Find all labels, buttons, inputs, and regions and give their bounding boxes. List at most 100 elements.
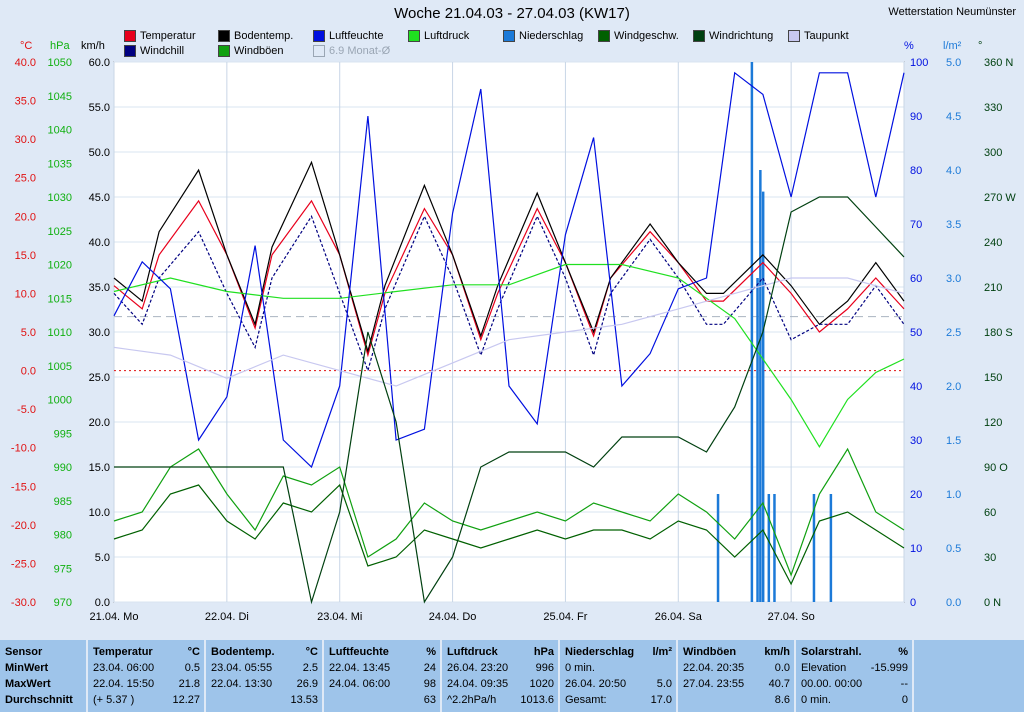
legend-monthly-average: 6.9 Monat-Ø (313, 45, 390, 57)
summary-col-solarstrahl: Solarstrahl.% Elevation -15.999 00.00. 00… (796, 640, 914, 712)
x-tick-label: 21.04. Mo (90, 611, 139, 623)
tick-label: -5.0 (17, 404, 36, 416)
tick-label: 0.0 (21, 366, 36, 378)
unit-press: hPa (50, 40, 70, 52)
summary-col-bodentemp: Bodentemp. °C 23.04. 05:55 2.5 22.04. 13:3… (206, 640, 324, 712)
tick-label: 40 (910, 381, 922, 393)
tick-label: 985 (54, 496, 72, 508)
tick-label: 1.0 (946, 489, 961, 501)
tick-label: 50 (910, 327, 922, 339)
tick-label: -10.0 (11, 443, 36, 455)
tick-label: 40.0 (89, 237, 110, 249)
tick-label: 270 W (984, 192, 1016, 204)
tick-label: 970 (54, 597, 72, 609)
legend-swatch (313, 45, 325, 57)
legend-swatch (218, 45, 230, 57)
series-line-windb-en (113, 447, 905, 577)
precipitation-bar (756, 278, 759, 602)
tick-label: 180 S (984, 327, 1013, 339)
series-line-windchill (113, 214, 905, 373)
tick-label: 30 (910, 435, 922, 447)
tick-label: 25.0 (89, 372, 110, 384)
summary-col-windboeen: Windböen km/h 22.04. 20:35 0.0 27.04. 23:5… (678, 640, 796, 712)
tick-label: 300 (984, 147, 1002, 159)
legend-windgeschw: Windgeschw. (598, 30, 679, 42)
summary-col-niederschlag: Niederschlag l/m² 0 min. 26.04. 20:50 5.0 … (560, 640, 678, 712)
tick-label: 60 (984, 507, 996, 519)
tick-label: 330 (984, 102, 1002, 114)
tick-label: 80 (910, 165, 922, 177)
tick-label: 3.5 (946, 219, 961, 231)
precipitation-bar (829, 494, 833, 602)
tick-label: 975 (54, 563, 72, 575)
x-tick-label: 27.04. So (768, 611, 815, 623)
legend-swatch (218, 30, 230, 42)
tick-label: 3.0 (946, 273, 961, 285)
unit-rain: l/m² (943, 40, 962, 52)
tick-label: 120 (984, 417, 1002, 429)
summary-col-luftdruck: Luftdruck hPa 26.04. 23:20 996 24.04. 09:3… (442, 640, 560, 712)
series-line-luftdruck (113, 263, 905, 448)
tick-label: 55.0 (89, 102, 110, 114)
tick-label: 60.0 (89, 57, 110, 69)
tick-label: -20.0 (11, 520, 36, 532)
tick-label: 25.0 (15, 173, 36, 185)
tick-label: 40.0 (15, 57, 36, 69)
tick-label: 360 N (984, 57, 1013, 69)
tick-label: 0 N (984, 597, 1001, 609)
tick-label: 15.0 (15, 250, 36, 262)
summary-col-temperatur: Temperatur °C 23.04. 06:00 0.5 22.04. 15:5… (88, 640, 206, 712)
legend-bodentemp: Bodentemp. (218, 30, 293, 42)
station-name: Wetterstation Neumünster (888, 6, 1016, 18)
legend-swatch (788, 30, 800, 42)
tick-label: 1010 (48, 327, 72, 339)
tick-label: 1025 (48, 226, 72, 238)
tick-label: 20.0 (15, 211, 36, 223)
legend-temperatur: Temperatur (124, 30, 196, 42)
summary-table: Sensor MinWert MaxWert Durchschnitt Temp… (0, 640, 1024, 712)
tick-label: 1015 (48, 293, 72, 305)
tick-label: 20.0 (89, 417, 110, 429)
tick-label: 10.0 (15, 288, 36, 300)
tick-label: 2.0 (946, 381, 961, 393)
tick-label: 70 (910, 219, 922, 231)
tick-label: 30.0 (15, 134, 36, 146)
summary-labels: Sensor MinWert MaxWert Durchschnitt (0, 640, 88, 712)
tick-label: 210 (984, 282, 1002, 294)
unit-dir: ° (978, 40, 983, 52)
tick-label: 60 (910, 273, 922, 285)
legend-swatch (503, 30, 515, 42)
precipitation-bar (761, 191, 765, 602)
tick-label: -25.0 (11, 558, 36, 570)
tick-label: 995 (54, 428, 72, 440)
tick-label: 1045 (48, 91, 72, 103)
tick-label: 1035 (48, 158, 72, 170)
tick-label: 0 (910, 597, 916, 609)
precipitation-bar (759, 170, 762, 602)
tick-label: 150 (984, 372, 1002, 384)
x-tick-label: 23.04. Mi (317, 611, 362, 623)
tick-label: 1000 (48, 395, 72, 407)
tick-label: 10 (910, 543, 922, 555)
series-line-temperatur (113, 199, 905, 358)
tick-label: 0.5 (946, 543, 961, 555)
tick-label: 1050 (48, 57, 72, 69)
tick-label: 1040 (48, 125, 72, 137)
series-line-bodentemp- (113, 160, 905, 354)
tick-label: 30 (984, 552, 996, 564)
tick-label: 10.0 (89, 507, 110, 519)
legend-swatch (408, 30, 420, 42)
tick-label: 45.0 (89, 192, 110, 204)
tick-label: 0.0 (946, 597, 961, 609)
tick-label: 35.0 (15, 96, 36, 108)
legend-swatch (598, 30, 610, 42)
tick-label: 35.0 (89, 282, 110, 294)
series-line-windgeschw- (113, 483, 905, 586)
tick-label: 980 (54, 530, 72, 542)
tick-label: 90 (910, 111, 922, 123)
legend-swatch (124, 30, 136, 42)
precipitation-bar (812, 494, 816, 602)
unit-hum: % (904, 40, 914, 52)
tick-label: 240 (984, 237, 1002, 249)
tick-label: 4.0 (946, 165, 961, 177)
